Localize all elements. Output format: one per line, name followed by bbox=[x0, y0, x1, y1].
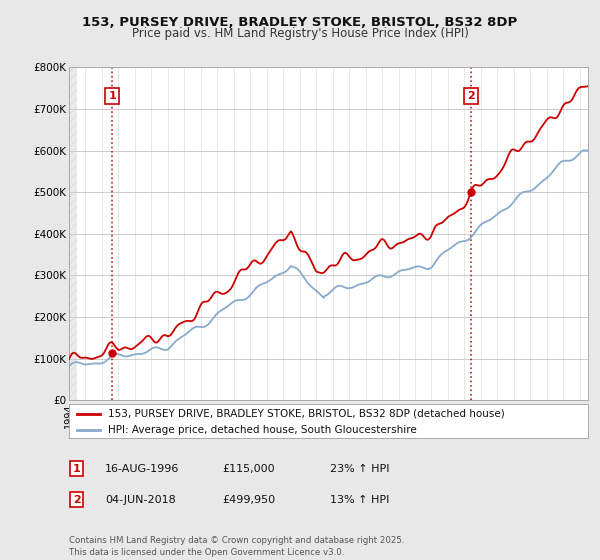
Text: 23% ↑ HPI: 23% ↑ HPI bbox=[330, 464, 389, 474]
Text: 1: 1 bbox=[108, 91, 116, 101]
Text: 2: 2 bbox=[73, 494, 80, 505]
Text: 16-AUG-1996: 16-AUG-1996 bbox=[105, 464, 179, 474]
Text: 13% ↑ HPI: 13% ↑ HPI bbox=[330, 494, 389, 505]
Bar bbox=[69, 67, 77, 400]
Text: 153, PURSEY DRIVE, BRADLEY STOKE, BRISTOL, BS32 8DP (detached house): 153, PURSEY DRIVE, BRADLEY STOKE, BRISTO… bbox=[108, 409, 505, 419]
Text: 2: 2 bbox=[467, 91, 475, 101]
Text: £115,000: £115,000 bbox=[222, 464, 275, 474]
Text: 153, PURSEY DRIVE, BRADLEY STOKE, BRISTOL, BS32 8DP: 153, PURSEY DRIVE, BRADLEY STOKE, BRISTO… bbox=[82, 16, 518, 29]
Text: HPI: Average price, detached house, South Gloucestershire: HPI: Average price, detached house, Sout… bbox=[108, 424, 416, 435]
Text: 1: 1 bbox=[73, 464, 80, 474]
Text: Price paid vs. HM Land Registry's House Price Index (HPI): Price paid vs. HM Land Registry's House … bbox=[131, 27, 469, 40]
Text: 04-JUN-2018: 04-JUN-2018 bbox=[105, 494, 176, 505]
Text: £499,950: £499,950 bbox=[222, 494, 275, 505]
Text: Contains HM Land Registry data © Crown copyright and database right 2025.
This d: Contains HM Land Registry data © Crown c… bbox=[69, 536, 404, 557]
